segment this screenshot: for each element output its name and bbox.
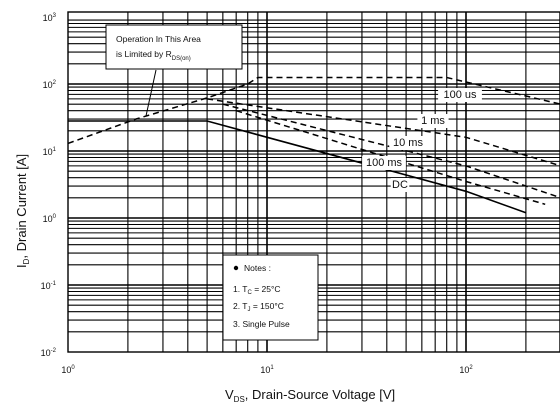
x-tick-label: 100 bbox=[61, 365, 75, 375]
curve-labels: 100 us 1 ms 10 ms 100 ms DC bbox=[362, 88, 482, 192]
y-tick-label: 103 bbox=[43, 13, 57, 23]
curve-label: 100 us bbox=[443, 89, 477, 101]
y-tick-label: 10-2 bbox=[41, 348, 57, 358]
series-layer bbox=[67, 76, 560, 214]
x-tick-label: 101 bbox=[260, 365, 274, 375]
note-2: 2. TJ = 150°C bbox=[233, 301, 284, 313]
series-line bbox=[68, 120, 527, 214]
series-line bbox=[235, 109, 546, 206]
rds-annotation-arrow bbox=[145, 69, 157, 117]
tick-labels: 100 101 102 103 102 101 100 10-1 10-2 bbox=[41, 13, 474, 375]
rds-annotation-line1: Operation In This Area bbox=[116, 34, 201, 44]
y-tick-label: 10-1 bbox=[41, 281, 57, 291]
notes-box: Notes : 1. TC = 25°C 2. TJ = 150°C 3. Si… bbox=[222, 254, 319, 341]
rds-annotation-box bbox=[105, 24, 243, 70]
curve-label-bg bbox=[389, 136, 427, 150]
notes-box-frame bbox=[222, 254, 319, 341]
plot-frame bbox=[67, 11, 560, 353]
rds-annotation: Operation In This Area is Limited by RDS… bbox=[105, 24, 243, 117]
x-axis-title: VDS, Drain-Source Voltage [V] bbox=[225, 387, 395, 404]
curve-label-bg bbox=[362, 156, 406, 170]
curve-label-bg bbox=[417, 114, 449, 128]
notes-title: Notes : bbox=[244, 263, 271, 273]
note-1: 1. TC = 25°C bbox=[233, 284, 281, 296]
x-tick-label: 102 bbox=[459, 365, 473, 375]
y-axis-title: ID, Drain Current [A] bbox=[14, 154, 31, 268]
curve-label-bg bbox=[390, 178, 410, 192]
y-tick-label: 100 bbox=[43, 214, 57, 224]
curve-label-bg bbox=[438, 88, 482, 102]
y-tick-label: 101 bbox=[43, 147, 57, 157]
series-line bbox=[222, 103, 560, 199]
y-tick-label: 102 bbox=[43, 80, 57, 90]
series-line bbox=[67, 76, 560, 145]
curve-label: DC bbox=[392, 179, 408, 191]
notes-bullet-icon bbox=[233, 265, 239, 271]
curve-label: 10 ms bbox=[393, 137, 423, 149]
rds-annotation-line2: is Limited by RDS(on) bbox=[116, 49, 191, 62]
curve-label: 100 ms bbox=[366, 157, 403, 169]
note-3: 3. Single Pulse bbox=[233, 319, 290, 329]
series-line bbox=[206, 98, 560, 167]
curve-label: 1 ms bbox=[421, 115, 445, 127]
